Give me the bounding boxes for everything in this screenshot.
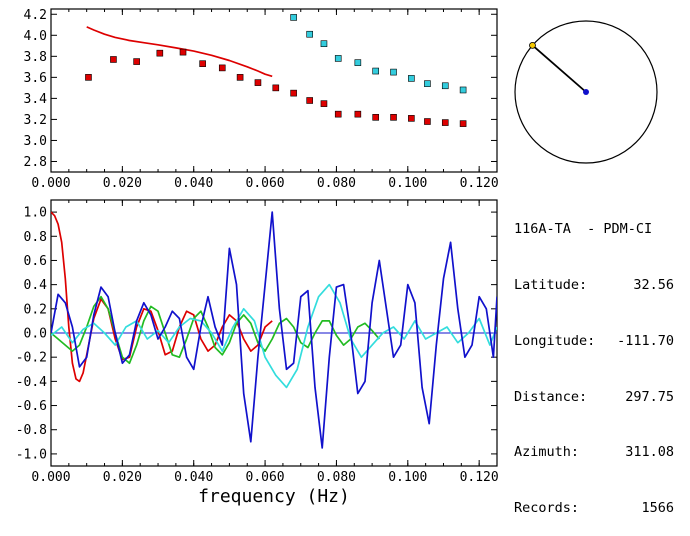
data-point (408, 115, 415, 122)
y-tick-label: 3.4 (24, 92, 48, 107)
latitude-value: 32.56 (633, 276, 674, 293)
longitude-label: Longitude: (514, 332, 596, 349)
data-point (306, 30, 313, 38)
y-tick-label: -0.8 (16, 423, 47, 438)
y-tick-label: 3.8 (24, 50, 47, 65)
data-point (459, 86, 467, 94)
data-point (354, 110, 362, 118)
x-tick-label: 0.000 (31, 470, 70, 485)
series-line (51, 283, 497, 389)
x-axis-label: frequency (Hz) (198, 486, 350, 507)
dial-center-marker (583, 89, 589, 95)
distance-label: Distance: (514, 388, 588, 405)
x-tick-label: 0.100 (388, 470, 427, 485)
data-point (408, 75, 415, 82)
data-point (441, 82, 449, 90)
dial-needle (531, 44, 587, 93)
data-point (320, 40, 328, 48)
x-tick-label: 0.080 (317, 176, 356, 191)
y-tick-label: 4.2 (24, 8, 47, 23)
station-name: 116A-TA - PDM-CI (514, 221, 653, 238)
data-point (390, 68, 397, 76)
info-latitude: Latitude: 32.56 (514, 276, 674, 295)
figure: 0.000 0.020 0.040 0.060 0.080 0.100 0.120 2.8 3.… (16, 8, 658, 507)
x-tick-label: 0.080 (317, 470, 356, 485)
data-point (236, 74, 244, 81)
x-tick-label: 0.040 (174, 470, 213, 485)
data-point (441, 119, 449, 126)
data-point (354, 59, 362, 66)
data-point (133, 58, 140, 65)
data-point (424, 80, 431, 87)
records-value: 1566 (641, 500, 674, 517)
records-label: Records: (514, 500, 580, 517)
data-point (179, 48, 187, 56)
y-tick-label: 0.6 (24, 254, 47, 269)
latitude-label: Latitude: (514, 276, 588, 293)
spectrum-plot: 0.000 0.020 0.040 0.060 0.080 0.100 0.120 1.0 0.… (16, 199, 499, 485)
data-point (110, 56, 117, 63)
plot-frame (50, 8, 498, 173)
x-tick-label: 0.020 (103, 470, 142, 485)
y-tick-label: 3.6 (24, 71, 47, 86)
info-longitude: Longitude: -111.70 (514, 332, 674, 351)
data-point (334, 110, 342, 118)
info-azimuth: Azimuth: 311.08 (514, 443, 674, 462)
y-tick-label: -0.6 (16, 399, 47, 414)
data-point (372, 67, 379, 75)
x-tick-label: 0.060 (246, 470, 285, 485)
x-tick-label: 0.120 (460, 470, 499, 485)
azimuth-value: 311.08 (625, 444, 674, 461)
y-tick-label: 4.0 (24, 29, 47, 44)
x-tick-label: 0.000 (31, 176, 70, 191)
plot-area (51, 211, 497, 449)
y-tick-label: -0.4 (16, 375, 47, 390)
data-point (218, 64, 226, 72)
x-tick-label: 0.100 (388, 176, 427, 191)
data-point (272, 84, 280, 92)
y-tick-label: 0.2 (24, 302, 47, 317)
data-point (424, 118, 431, 125)
data-point (334, 55, 342, 62)
azimuth-label: Azimuth: (514, 444, 580, 461)
y-tick-label: 3.0 (24, 134, 47, 149)
data-point (254, 79, 262, 86)
info-distance: Distance: 297.75 (514, 388, 674, 407)
y-tick-label: -1.0 (16, 447, 47, 462)
data-point (290, 89, 297, 97)
station-info: 116A-TA - PDM-CI Latitude: 32.56 Longitud… (514, 183, 674, 536)
y-tick-label: 0.4 (24, 278, 48, 293)
velocity-plot: 0.000 0.020 0.040 0.060 0.080 0.100 0.120 2.8 3.… (24, 8, 499, 191)
plot-area (85, 14, 467, 127)
x-tick-label: 0.040 (174, 176, 213, 191)
info-records: Records: 1566 (514, 499, 674, 518)
data-point (390, 114, 397, 121)
y-tick-label: -0.2 (16, 351, 47, 366)
data-point (156, 49, 164, 57)
data-point (199, 60, 206, 67)
data-point (85, 74, 92, 81)
series-line (51, 211, 497, 449)
data-point (306, 97, 313, 104)
x-tick-label: 0.060 (246, 176, 285, 191)
dial-circle (514, 20, 658, 164)
x-tick-label: 0.020 (103, 176, 142, 191)
series-line (51, 295, 380, 365)
distance-value: 297.75 (625, 388, 674, 405)
data-point (320, 100, 328, 107)
y-tick-label: 1.0 (24, 206, 47, 221)
series-line (51, 211, 273, 383)
y-tick-label: 0.8 (24, 230, 47, 245)
data-point (290, 14, 297, 21)
y-tick-label: 2.8 (24, 155, 47, 170)
data-point (459, 120, 467, 127)
y-tick-label: 3.2 (24, 113, 47, 128)
azimuth-dial (514, 20, 658, 164)
dial-tip-marker (529, 41, 536, 49)
y-tick-label: 0.0 (24, 327, 47, 342)
longitude-value: -111.70 (617, 332, 674, 349)
data-point (372, 114, 379, 121)
series-line (86, 26, 273, 78)
x-tick-label: 0.120 (460, 176, 499, 191)
